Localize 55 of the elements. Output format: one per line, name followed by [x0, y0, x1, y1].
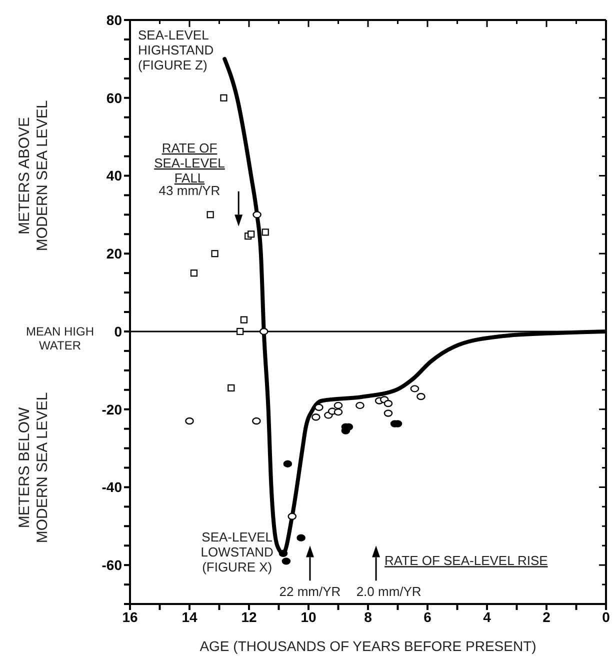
- y-tick-label: 80: [106, 12, 122, 28]
- point: [283, 460, 292, 468]
- y-tick-label: 60: [106, 90, 122, 106]
- y-tick-label: -60: [102, 557, 122, 574]
- point: [206, 211, 214, 218]
- point: [384, 400, 393, 408]
- y-tick-label: -40: [102, 479, 122, 496]
- point: [334, 408, 343, 416]
- point: [312, 414, 320, 421]
- point: [236, 328, 244, 336]
- x-axis-title: AGE (THOUSANDS OF YEARS BEFORE PRESENT): [200, 638, 536, 654]
- point: [262, 228, 269, 236]
- x-tick-label: 4: [483, 608, 492, 625]
- point: [185, 417, 194, 425]
- point: [356, 402, 364, 410]
- annotation: 22 mm/YR: [279, 584, 341, 600]
- y-tick-label: 20: [106, 246, 122, 262]
- annotation: SEA-LEVEL HIGHSTAND (FIGURE Z): [138, 27, 214, 72]
- point: [220, 94, 228, 102]
- point: [314, 404, 324, 411]
- point: [211, 250, 218, 258]
- annotation: 2.0 mm/YR: [356, 584, 422, 600]
- point: [240, 316, 248, 324]
- point: [282, 558, 291, 565]
- point: [259, 328, 268, 336]
- x-tick-label: 14: [182, 608, 198, 625]
- annotation: RATE OF SEA-LEVEL FALL: [154, 140, 225, 186]
- point: [278, 550, 288, 557]
- x-tick-label: 0: [602, 608, 610, 625]
- y-axis-title: METERS ABOVE MODERN SEA LEVEL: [16, 100, 51, 252]
- point: [416, 392, 426, 400]
- annotation: RATE OF SEA-LEVEL RISE: [384, 553, 548, 568]
- point: [384, 410, 393, 417]
- point: [228, 384, 235, 392]
- y-tick-label: 40: [106, 168, 122, 184]
- point: [410, 385, 420, 392]
- annotation: 43 mm/YR: [158, 183, 220, 198]
- y-tick-label: -20: [102, 401, 122, 418]
- x-tick-label: 12: [241, 608, 257, 625]
- point: [252, 211, 262, 218]
- point: [296, 534, 306, 542]
- x-tick-label: 2: [542, 608, 551, 625]
- x-tick-label: 6: [424, 608, 432, 625]
- point: [248, 230, 255, 238]
- x-tick-label: 10: [300, 608, 316, 625]
- annotation: SEA-LEVEL LOWSTAND (FIGURE X): [200, 530, 274, 575]
- x-tick-label: 8: [364, 608, 372, 625]
- point: [190, 270, 198, 277]
- text: METERS BELOW MODERN SEA LEVEL: [16, 392, 51, 544]
- point: [252, 417, 261, 425]
- x-tick-label: 16: [122, 608, 138, 625]
- text: MEAN HIGH WATER: [26, 324, 94, 352]
- point: [334, 402, 343, 410]
- y-tick-label: 0: [114, 323, 122, 340]
- point: [288, 512, 297, 520]
